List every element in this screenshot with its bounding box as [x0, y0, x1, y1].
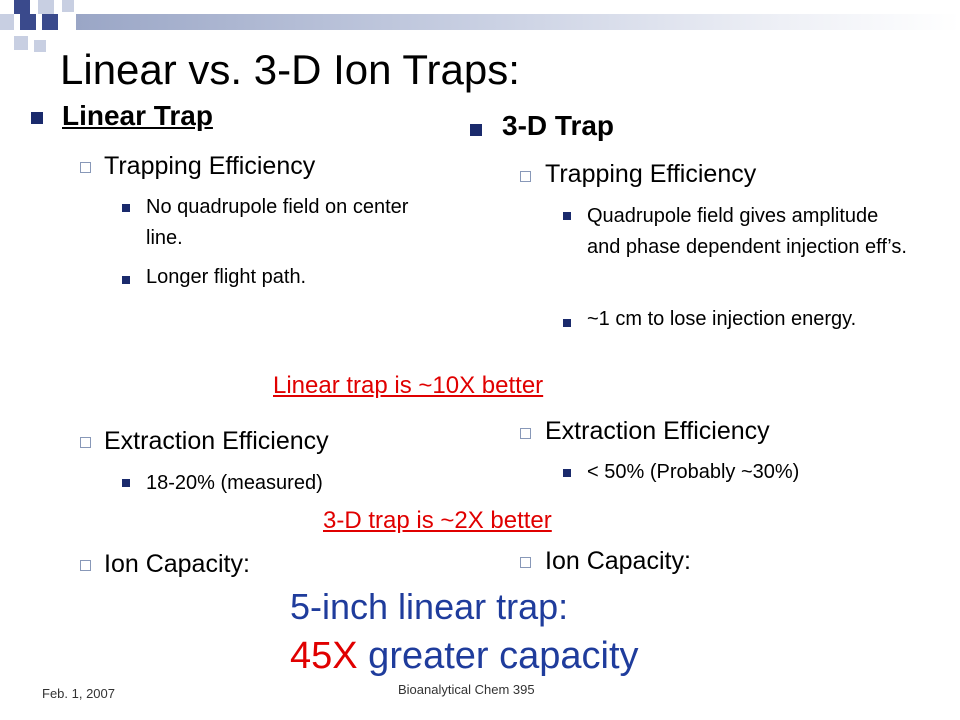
right-extraction-label: Extraction Efficiency	[545, 417, 770, 445]
capacity-statement-rest: greater capacity	[357, 635, 639, 677]
hollow-square-icon	[80, 437, 91, 448]
capacity-statement-line-1: 5-inch linear trap:	[290, 586, 569, 627]
footer-date: Feb. 1, 2007	[42, 686, 115, 701]
bullet-square-icon	[31, 112, 43, 124]
right-capacity-label: Ion Capacity:	[545, 547, 691, 575]
decor-square-3	[62, 0, 74, 12]
bullet-square-icon	[563, 469, 571, 477]
decor-square-7	[14, 36, 28, 50]
hollow-square-icon	[520, 171, 531, 182]
left-extraction-label: Extraction Efficiency	[104, 427, 329, 455]
decor-square-6	[42, 14, 58, 30]
hollow-square-icon	[520, 428, 531, 439]
right-trapping-bullet-2: ~1 cm to lose injection energy.	[587, 308, 857, 330]
left-trapping-label: Trapping Efficiency	[104, 152, 316, 180]
decor-square-5	[20, 14, 36, 30]
decor-square-1	[14, 0, 30, 14]
capacity-statement-line-2: 45X greater capacity	[290, 635, 639, 678]
bullet-square-icon	[563, 319, 571, 327]
capacity-factor: 45X	[290, 635, 358, 677]
right-heading: 3-D Trap	[502, 110, 615, 141]
left-trapping-bullet-1: No quadrupole field on center line.	[146, 196, 409, 249]
left-heading: Linear Trap	[62, 100, 213, 131]
bullet-square-icon	[122, 204, 130, 212]
decor-square-8	[34, 40, 46, 52]
trapping-comparison-note: Linear trap is ~10X better	[273, 372, 544, 399]
extraction-comparison-note: 3-D trap is ~2X better	[323, 507, 552, 534]
hollow-square-icon	[520, 557, 531, 568]
left-extraction-bullet-1: 18-20% (measured)	[146, 472, 323, 494]
right-trapping-label: Trapping Efficiency	[545, 160, 757, 188]
decor-square-4	[0, 14, 14, 30]
footer-course: Bioanalytical Chem 395	[398, 682, 535, 697]
left-capacity-label: Ion Capacity:	[104, 550, 250, 578]
header-gradient-bar	[76, 14, 960, 30]
bullet-square-icon	[563, 212, 571, 220]
right-extraction-bullet-1: < 50% (Probably ~30%)	[587, 461, 800, 483]
bullet-square-icon	[470, 124, 482, 136]
left-trapping-bullet-2: Longer flight path.	[146, 266, 307, 288]
page-title: Linear vs. 3-D Ion Traps:	[60, 46, 520, 93]
decor-square-2	[38, 0, 54, 14]
hollow-square-icon	[80, 162, 91, 173]
right-trapping-bullet-1: Quadrupole field gives amplitude and pha…	[587, 205, 907, 258]
bullet-square-icon	[122, 479, 130, 487]
hollow-square-icon	[80, 560, 91, 571]
bullet-square-icon	[122, 276, 130, 284]
